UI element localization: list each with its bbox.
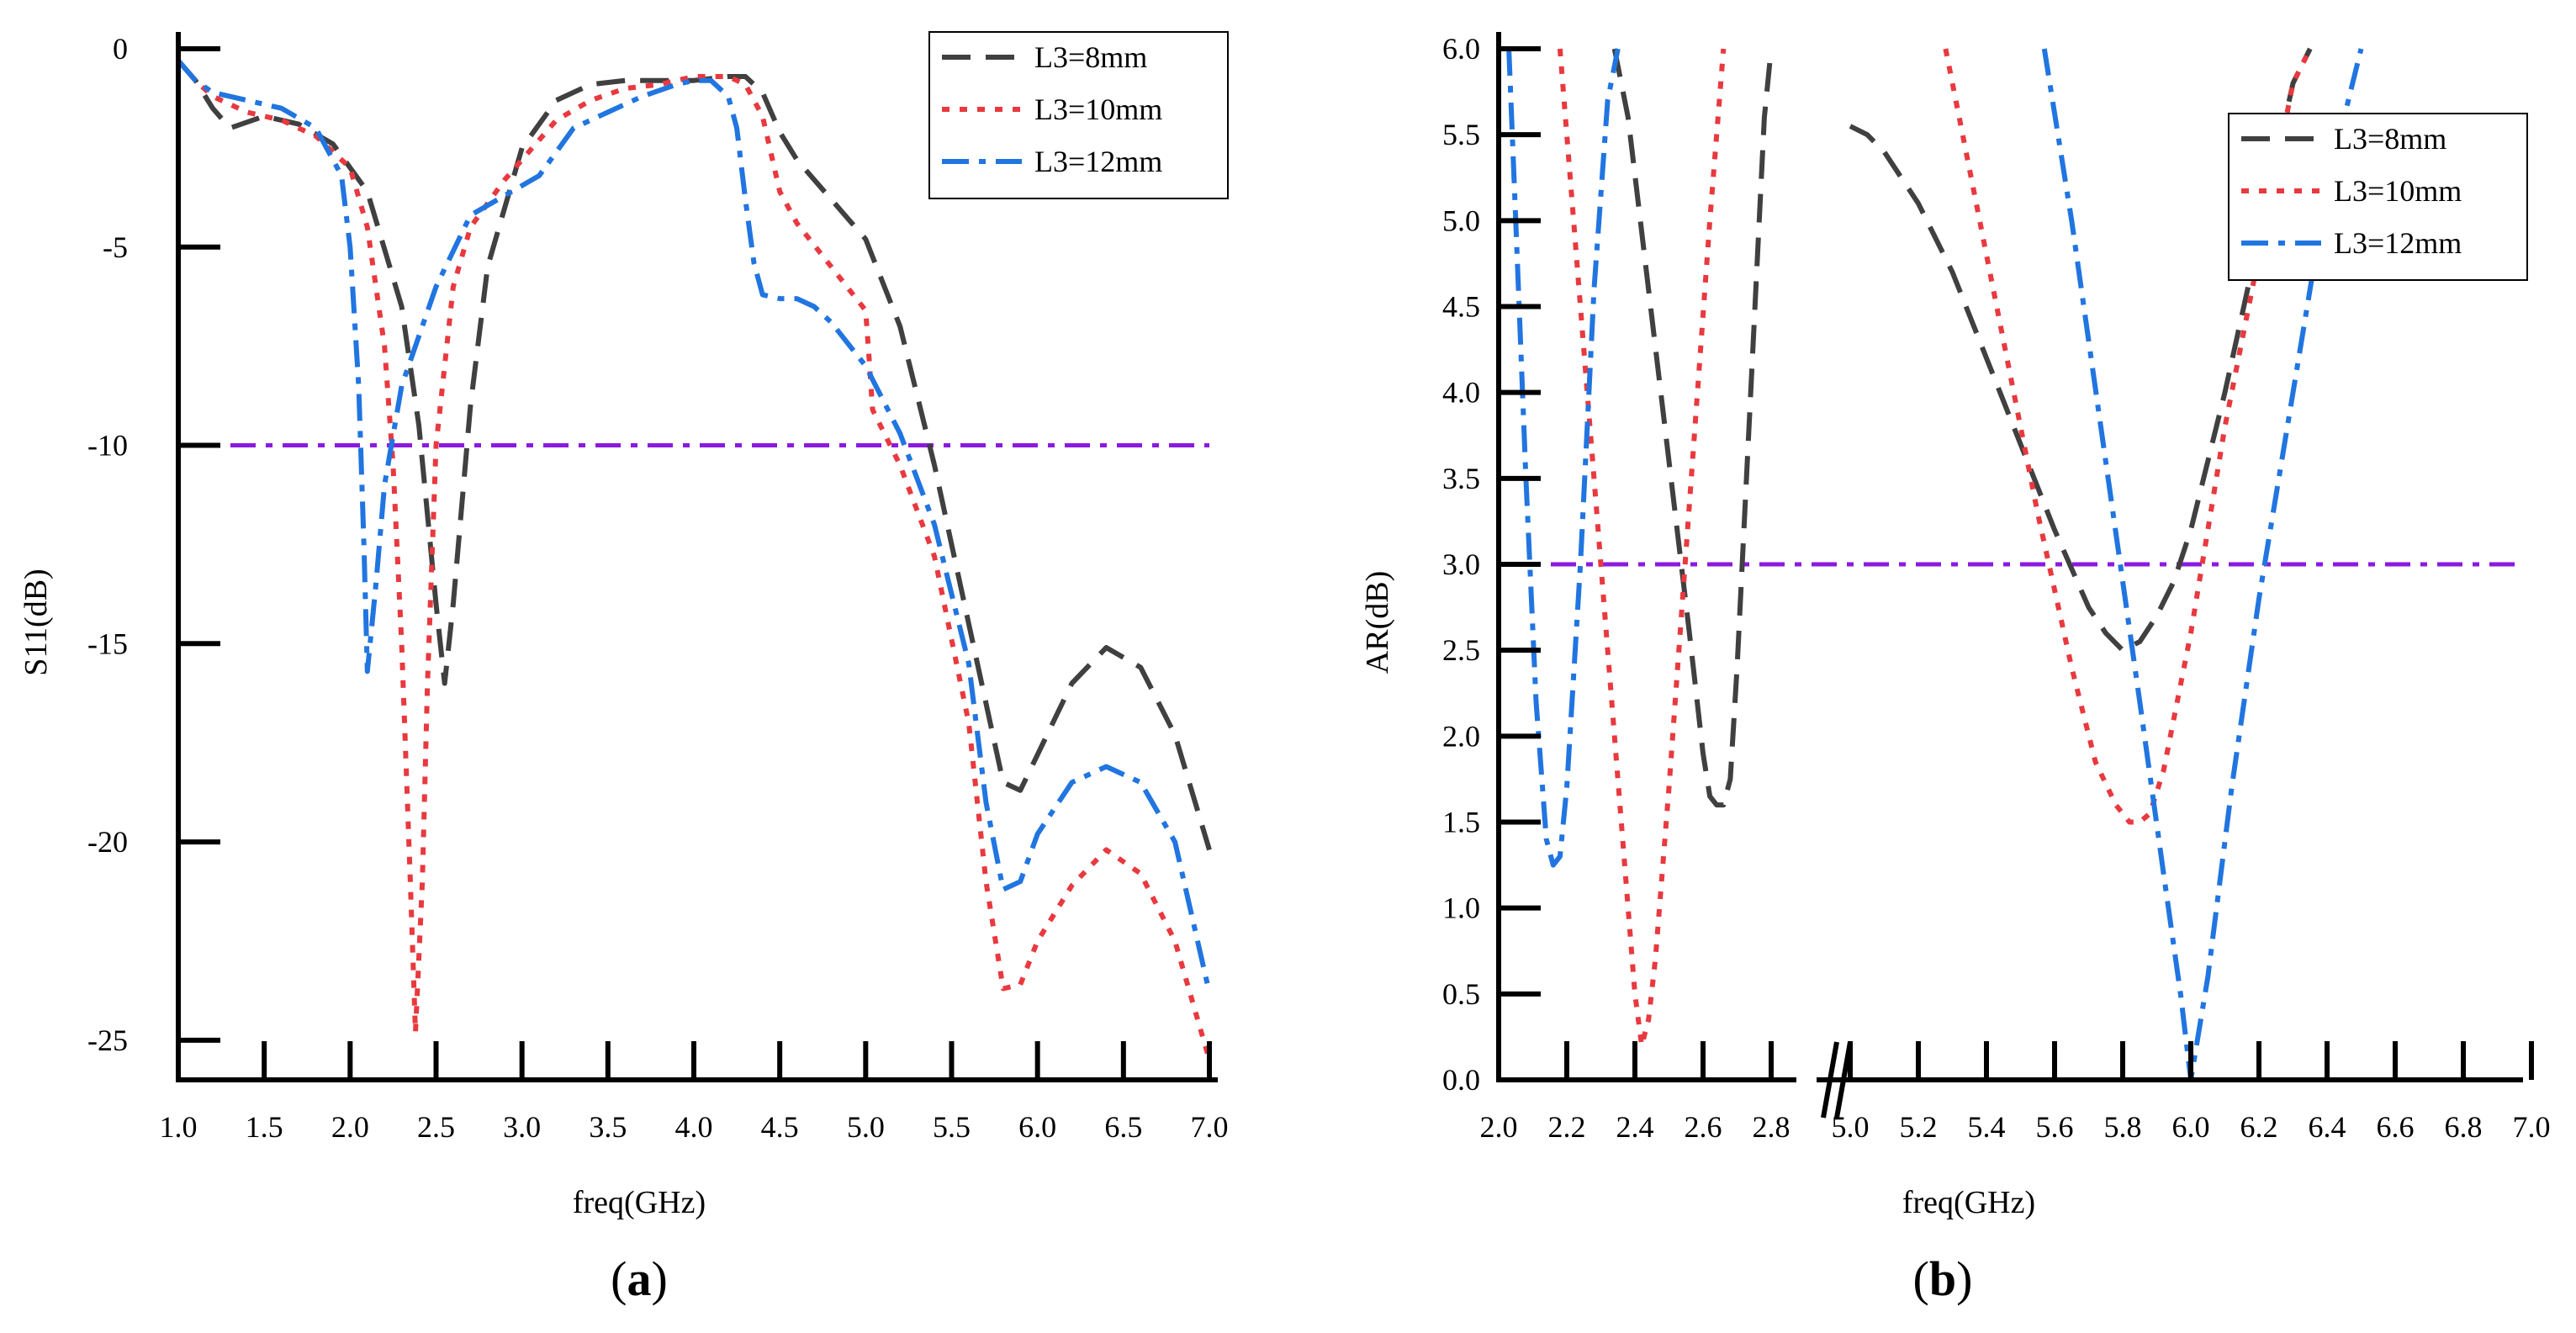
y-tick-label: -20	[87, 825, 128, 859]
axis-break-mark	[1821, 1041, 1839, 1119]
chart-panel-a: 1.0 1.5 2.0 2.5 3.0 3.5 4.0 4.5 5.0 5.5 6.0 6.5 7.0 0…	[19, 31, 1229, 1306]
series-line	[1506, 48, 1621, 868]
x-tick-label: 5.2	[1900, 1110, 1938, 1144]
x-tick-label: 1.0	[160, 1110, 198, 1144]
y-tick-label: 4.0	[1442, 376, 1480, 410]
series-line	[1611, 48, 1774, 808]
x-tick-label: 5.4	[1968, 1110, 2006, 1144]
panel-label-b: (b)	[1913, 1251, 1973, 1306]
legend-label: L3=8mm	[1034, 40, 1147, 74]
series-line	[176, 59, 1212, 1061]
y-tick-label: 5.0	[1442, 204, 1480, 237]
x-tick-label: 5.8	[2104, 1110, 2142, 1144]
y-axis-title: S11(dB)	[19, 569, 54, 675]
series-group	[1499, 47, 2520, 1082]
x-axis-title: freq(GHz)	[1902, 1185, 2035, 1220]
panel-label-a: (a)	[611, 1251, 668, 1306]
x-tick-label: 6.2	[2240, 1110, 2278, 1144]
y-tick-label: 6.0	[1442, 32, 1480, 66]
x-tick-label: 6.0	[2172, 1110, 2210, 1144]
legend-box	[928, 31, 1229, 199]
x-tick-label: 5.0	[1832, 1110, 1870, 1144]
y-tick-label: 3.5	[1442, 462, 1480, 495]
legend: L3=8mm L3=10mm L3=12mm	[928, 31, 1229, 199]
legend-box	[2228, 113, 2528, 281]
x-tick-label: 5.0	[847, 1110, 885, 1144]
x-tick-label: 6.6	[2377, 1110, 2415, 1144]
x-tick-label: 3.0	[503, 1110, 541, 1144]
x-tick-label: 5.6	[2036, 1110, 2074, 1144]
chart-panel-b: 2.0 2.2 2.4 2.6 2.8 5.0 5.2 5.4 5.6 5.8 6.0 6.2 6.4 6…	[1360, 32, 2551, 1306]
series-line	[176, 59, 1212, 851]
x-tick-label: 6.4	[2309, 1110, 2346, 1144]
x-tick-label: 6.8	[2445, 1110, 2483, 1144]
axes: 1.0 1.5 2.0 2.5 3.0 3.5 4.0 4.5 5.0 5.5 6.0 6.5 7.0 0…	[87, 32, 1229, 1144]
x-tick-label: 2.8	[1753, 1110, 1791, 1144]
y-tick-label: 0	[113, 32, 128, 66]
x-tick-label: 6.0	[1018, 1110, 1056, 1144]
x-tick-label: 2.5	[417, 1110, 455, 1144]
x-tick-label: 2.4	[1616, 1110, 1654, 1144]
x-tick-label: 2.2	[1548, 1110, 1586, 1144]
x-tick-label: 2.6	[1685, 1110, 1722, 1144]
x-tick-label: 2.0	[1480, 1110, 1518, 1144]
y-tick-label: 0.5	[1442, 977, 1480, 1011]
legend: L3=8mm L3=10mm L3=12mm	[2228, 113, 2528, 281]
y-tick-label: 1.0	[1442, 891, 1480, 925]
y-tick-label: 5.5	[1442, 118, 1480, 151]
x-tick-label: 7.0	[1191, 1110, 1229, 1144]
y-tick-label: -5	[103, 230, 128, 264]
legend-label: L3=12mm	[1034, 145, 1162, 178]
x-tick-label: 2.0	[331, 1110, 369, 1144]
y-tick-label: -15	[87, 627, 128, 660]
y-tick-label: 1.5	[1442, 806, 1480, 839]
y-tick-label: 0.0	[1442, 1063, 1480, 1097]
series-line	[1849, 47, 2313, 653]
x-tick-label: 5.5	[933, 1110, 971, 1144]
y-tick-label: 3.0	[1442, 547, 1480, 581]
x-tick-label: 4.5	[761, 1110, 799, 1144]
y-tick-label: -25	[87, 1024, 128, 1057]
y-tick-label: 4.5	[1442, 290, 1480, 324]
x-tick-label: 6.5	[1104, 1110, 1142, 1144]
x-tick-label: 7.0	[2513, 1110, 2551, 1144]
x-tick-label: 4.0	[675, 1110, 713, 1144]
y-tick-label: 2.5	[1442, 633, 1480, 667]
series-line	[176, 59, 1212, 993]
x-tick-label: 1.5	[246, 1110, 283, 1144]
series-group	[176, 59, 1212, 1061]
y-tick-label: 2.0	[1442, 719, 1480, 753]
legend-label: L3=8mm	[2334, 122, 2446, 156]
legend-label: L3=10mm	[2334, 174, 2462, 208]
legend-label: L3=12mm	[2334, 226, 2462, 260]
axes: 2.0 2.2 2.4 2.6 2.8 5.0 5.2 5.4 5.6 5.8 6.0 6.2 6.4 6…	[1442, 32, 2551, 1144]
x-tick-label: 3.5	[589, 1110, 627, 1144]
y-tick-label: -10	[87, 429, 128, 463]
x-axis-title: freq(GHz)	[573, 1185, 706, 1220]
legend-label: L3=10mm	[1034, 93, 1162, 126]
y-axis-title: AR(dB)	[1360, 571, 1395, 674]
series-line	[1557, 48, 1727, 1049]
